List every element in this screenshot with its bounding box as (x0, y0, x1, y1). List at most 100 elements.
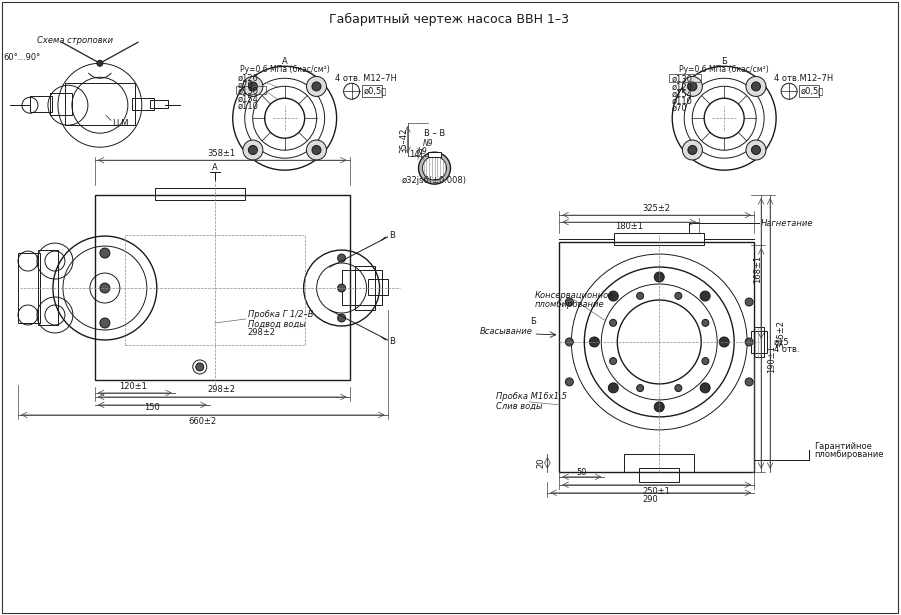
Text: ø70: ø70 (671, 104, 687, 113)
Circle shape (196, 363, 204, 371)
Text: Б: Б (721, 57, 727, 66)
Bar (799, 85, 819, 97)
Bar (38, 250, 58, 325)
Circle shape (719, 337, 729, 347)
Bar (427, 152, 441, 157)
Bar (155, 188, 245, 200)
Circle shape (338, 314, 346, 322)
Text: Всасывание: Всасывание (479, 327, 532, 336)
Text: ø110: ø110 (238, 101, 259, 111)
Circle shape (338, 254, 346, 262)
Text: 298±2: 298±2 (248, 328, 276, 338)
Text: ø110: ø110 (671, 97, 692, 106)
Text: Габаритный чертеж насоса ВВН 1–3: Габаритный чертеж насоса ВВН 1–3 (330, 13, 569, 26)
Circle shape (608, 291, 618, 301)
Text: пломбирование: пломбирование (534, 300, 604, 309)
Text: ø154: ø154 (671, 90, 692, 99)
Circle shape (675, 292, 682, 300)
Text: Ц.М.: Ц.М. (112, 119, 131, 128)
Circle shape (687, 146, 696, 154)
Text: B: B (389, 231, 396, 240)
Circle shape (745, 298, 753, 306)
Circle shape (700, 383, 710, 393)
Text: 4 отв. М12–7Н: 4 отв. М12–7Н (334, 74, 396, 83)
Bar (236, 86, 266, 94)
Text: ø120: ø120 (671, 83, 692, 92)
Circle shape (423, 156, 447, 180)
Circle shape (312, 82, 321, 91)
Circle shape (745, 338, 753, 346)
Circle shape (419, 152, 450, 184)
Text: ø0,5Ⓜ: ø0,5Ⓜ (801, 87, 824, 96)
Text: 50: 50 (576, 468, 587, 477)
Circle shape (589, 337, 599, 347)
Text: 358±1: 358±1 (208, 149, 236, 157)
Text: ø154: ø154 (238, 95, 259, 104)
Circle shape (675, 384, 682, 392)
Text: ø70: ø70 (238, 81, 253, 90)
Bar (640, 468, 679, 482)
Text: ø130: ø130 (671, 75, 692, 84)
Text: 14: 14 (409, 149, 420, 159)
Circle shape (700, 291, 710, 301)
Text: Схема строповки: Схема строповки (37, 36, 113, 45)
Text: Гарантийное: Гарантийное (815, 442, 872, 451)
Text: Б: Б (531, 317, 536, 327)
Bar (368, 279, 387, 295)
Circle shape (682, 76, 703, 97)
Text: 250±1: 250±1 (642, 487, 670, 496)
Text: ø120: ø120 (238, 74, 259, 83)
Bar (361, 85, 381, 97)
Circle shape (565, 378, 573, 386)
Text: Ру=0,6 МПа (6кас/см²): Ру=0,6 МПа (6кас/см²) (679, 65, 769, 74)
Text: Нагнетание: Нагнетание (761, 218, 814, 228)
Circle shape (565, 298, 573, 306)
Text: ø0,5Ⓜ: ø0,5Ⓜ (364, 87, 387, 96)
Text: Подвод воды: Подвод воды (248, 319, 305, 328)
Bar (624, 454, 694, 472)
Circle shape (746, 140, 766, 160)
Text: Пробка М16х1,5: Пробка М16х1,5 (496, 392, 568, 402)
Text: 20: 20 (537, 458, 546, 468)
Bar (132, 98, 154, 110)
Text: 298±2: 298±2 (208, 386, 236, 394)
Circle shape (637, 384, 643, 392)
Text: 660±2: 660±2 (188, 418, 217, 426)
Circle shape (687, 82, 696, 91)
Text: A: A (212, 162, 218, 172)
Text: ø15: ø15 (774, 338, 790, 346)
Circle shape (306, 76, 326, 97)
Circle shape (249, 82, 258, 91)
Text: 120±1: 120±1 (119, 383, 147, 391)
Text: Консервационное: Консервационное (534, 290, 614, 300)
Text: ø32js6(±0.008): ø32js6(±0.008) (402, 176, 467, 184)
Circle shape (100, 248, 110, 258)
Text: 180±1: 180±1 (615, 221, 643, 231)
Bar (614, 233, 705, 245)
Bar (65, 83, 135, 125)
Text: 168±1: 168±1 (752, 255, 761, 283)
Circle shape (702, 357, 709, 365)
Bar (341, 270, 381, 305)
Circle shape (243, 76, 263, 97)
Text: Слив воды: Слив воды (496, 402, 543, 410)
Circle shape (682, 140, 703, 160)
Text: B: B (389, 338, 396, 346)
Bar (754, 327, 764, 357)
Text: 290: 290 (642, 495, 658, 504)
Bar (18, 253, 40, 323)
Circle shape (751, 146, 760, 154)
Circle shape (751, 82, 760, 91)
Circle shape (100, 318, 110, 328)
Circle shape (243, 140, 263, 160)
Circle shape (338, 284, 346, 292)
Circle shape (610, 319, 616, 327)
Text: пломбирование: пломбирование (815, 450, 884, 459)
Circle shape (610, 357, 616, 365)
Text: Пробка Г 1/2–В: Пробка Г 1/2–В (248, 311, 314, 319)
Circle shape (100, 283, 110, 293)
Text: В – В: В – В (423, 129, 445, 138)
Text: Ру=0,6 МПа (6кас/см²): Ру=0,6 МПа (6кас/см²) (240, 65, 330, 74)
Bar (150, 100, 168, 108)
Text: А: А (282, 57, 287, 66)
